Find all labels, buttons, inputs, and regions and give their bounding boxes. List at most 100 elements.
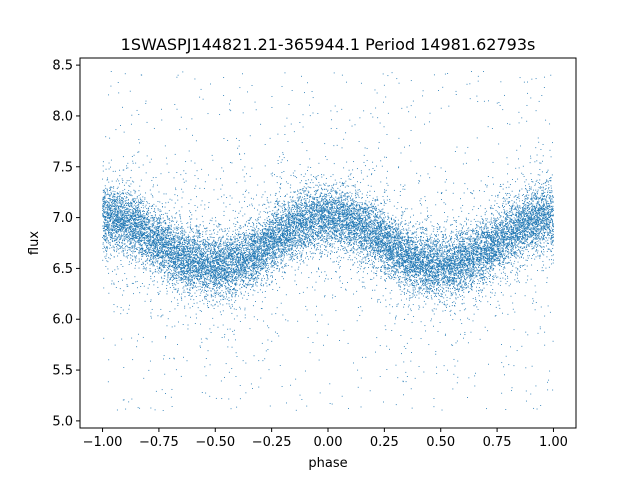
data-point (277, 243, 279, 245)
data-point (315, 190, 317, 192)
data-point (273, 247, 275, 249)
data-point (424, 230, 426, 231)
data-point (312, 230, 314, 232)
data-point (164, 267, 166, 268)
data-point (351, 219, 353, 221)
data-point (468, 276, 470, 278)
data-point (444, 265, 446, 267)
data-point (186, 223, 188, 224)
data-point (509, 240, 511, 242)
data-point (289, 206, 291, 208)
data-point (501, 255, 503, 257)
data-point (211, 259, 213, 261)
data-point (321, 226, 323, 227)
data-point (309, 225, 311, 227)
data-point (249, 217, 251, 219)
data-point (370, 207, 372, 208)
data-point (184, 247, 185, 249)
data-point (118, 202, 120, 204)
data-point (219, 236, 221, 238)
data-point (281, 229, 283, 230)
data-point (513, 263, 515, 265)
data-point (499, 206, 501, 208)
data-point (438, 90, 439, 91)
data-point (371, 203, 373, 205)
data-point (525, 248, 527, 250)
data-point (289, 250, 291, 252)
data-point (380, 266, 382, 268)
data-point (343, 247, 345, 249)
data-point (258, 255, 260, 257)
data-point (216, 256, 218, 258)
data-point (105, 208, 107, 210)
data-point (484, 256, 486, 258)
data-point (485, 220, 487, 222)
data-point (132, 215, 134, 217)
data-point (120, 211, 121, 213)
data-point (192, 275, 194, 277)
data-point (444, 245, 446, 247)
data-point (205, 233, 207, 235)
data-point (520, 241, 522, 243)
data-point (476, 286, 477, 288)
data-point (291, 225, 293, 227)
data-point (232, 280, 234, 282)
data-point (180, 296, 182, 298)
data-point (112, 216, 114, 218)
data-point (135, 257, 137, 259)
data-point (516, 350, 518, 352)
data-point (188, 251, 190, 252)
data-point (391, 219, 393, 221)
data-point (342, 191, 344, 193)
data-point (219, 272, 221, 274)
data-point (432, 310, 434, 312)
data-point (407, 280, 408, 282)
data-point (135, 261, 137, 263)
data-point (184, 272, 186, 274)
data-point (488, 242, 490, 244)
data-point (142, 261, 144, 263)
data-point (184, 231, 186, 233)
data-point (194, 187, 196, 189)
data-point (268, 232, 270, 234)
data-point (338, 210, 340, 212)
data-point (179, 259, 181, 261)
data-point (423, 244, 425, 246)
data-point (312, 204, 314, 206)
data-point (386, 249, 388, 251)
data-point (128, 214, 129, 216)
data-point (140, 250, 142, 252)
data-point (197, 278, 198, 279)
data-point (405, 245, 406, 247)
data-point (423, 300, 425, 302)
data-point (402, 262, 404, 264)
data-point (512, 246, 514, 248)
data-point (145, 229, 147, 231)
data-point (241, 256, 243, 258)
data-point (212, 159, 214, 161)
data-point (236, 259, 238, 261)
data-point (328, 208, 330, 210)
data-point (192, 134, 193, 136)
data-point (189, 252, 191, 253)
data-point (157, 242, 159, 244)
data-point (339, 218, 341, 220)
data-point (531, 218, 533, 220)
data-point (460, 281, 462, 283)
data-point (431, 268, 433, 269)
data-point (303, 248, 305, 250)
data-point (302, 261, 304, 262)
data-point (378, 211, 380, 213)
data-point (276, 252, 278, 254)
data-point (365, 234, 367, 236)
data-point (314, 238, 315, 240)
data-point (384, 226, 386, 227)
data-point (151, 262, 153, 264)
data-point (191, 286, 193, 288)
data-point (440, 192, 442, 194)
data-point (497, 257, 499, 259)
data-point (378, 228, 380, 230)
data-point (505, 256, 507, 258)
data-point (318, 259, 320, 261)
data-point (353, 210, 355, 212)
